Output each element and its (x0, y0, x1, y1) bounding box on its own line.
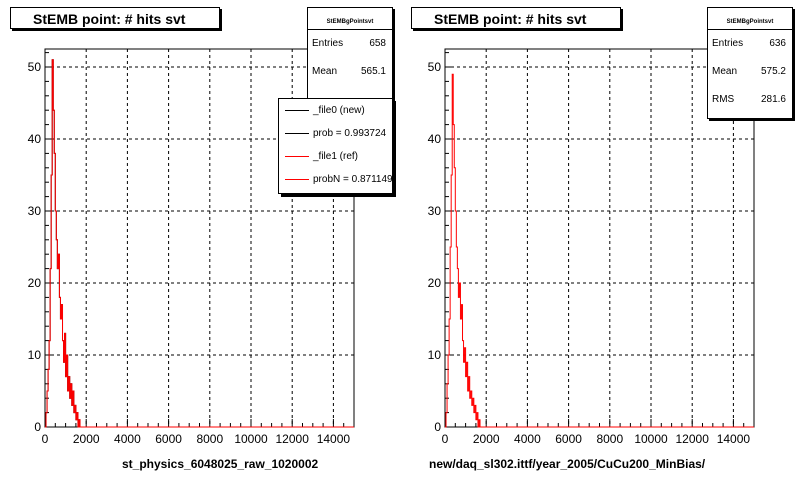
legend-swatch (285, 179, 309, 180)
x-tick-label: 8000 (596, 432, 623, 446)
y-tick-label: 40 (28, 132, 42, 146)
y-tick-label: 0 (34, 420, 41, 434)
right-stats-name: StEMBgPointsvt (708, 8, 792, 30)
left-stats-mean: Mean 565.1 (312, 66, 386, 77)
x-tick-label: 4000 (514, 432, 541, 446)
x-tick-label: 8000 (196, 432, 223, 446)
x-tick-label: 2000 (73, 432, 100, 446)
legend-item-file0: _file0 (new) (279, 99, 392, 122)
x-tick-label: 6000 (155, 432, 182, 446)
y-tick-label: 30 (428, 204, 442, 218)
histogram-series--file1-ref- (45, 59, 82, 428)
left-stats-box: StEMBgPointsvt Entries 658 Mean 565.1 (307, 7, 393, 113)
x-tick-label: 14000 (317, 432, 351, 446)
legend-item-prob: prob = 0.993724 (279, 122, 392, 145)
right-stats-rms: RMS 281.6 (712, 94, 786, 105)
left-stats-name: StEMBgPointsvt (308, 8, 392, 30)
x-tick-label: 14000 (717, 432, 751, 446)
y-tick-label: 40 (428, 132, 442, 146)
legend-swatch (285, 133, 309, 134)
x-tick-label: 0 (442, 432, 449, 446)
legend-item-probn: probN = 0.871149 (279, 168, 392, 191)
right-stats-entries: Entries 636 (712, 38, 786, 49)
legend-item-file1: _file1 (ref) (279, 145, 392, 168)
right-stats-mean: Mean 575.2 (712, 66, 786, 77)
histogram-series-ref (445, 73, 482, 428)
x-tick-label: 10000 (234, 432, 268, 446)
histogram-series--file0-new- (45, 59, 82, 428)
x-tick-label: 2000 (473, 432, 500, 446)
x-tick-label: 12000 (676, 432, 710, 446)
x-tick-label: 10000 (634, 432, 668, 446)
y-tick-label: 50 (28, 60, 42, 74)
y-tick-label: 20 (28, 276, 42, 290)
x-tick-label: 0 (42, 432, 49, 446)
y-tick-label: 0 (434, 420, 441, 434)
x-tick-label: 12000 (276, 432, 310, 446)
y-tick-label: 10 (28, 348, 42, 362)
left-legend: _file0 (new) prob = 0.993724 _file1 (ref… (278, 98, 393, 194)
left-x-axis-title: st_physics_6048025_raw_1020002 (122, 457, 319, 471)
right-stats-box: StEMBgPointsvt Entries 636 Mean 575.2 RM… (707, 7, 793, 119)
left-plot-title: StEMB point: # hits svt (10, 7, 220, 29)
right-plot-title: StEMB point: # hits svt (411, 7, 621, 29)
y-tick-label: 20 (428, 276, 442, 290)
legend-swatch (285, 110, 309, 111)
x-tick-label: 6000 (555, 432, 582, 446)
x-tick-label: 4000 (114, 432, 141, 446)
y-tick-label: 30 (28, 204, 42, 218)
y-tick-label: 50 (428, 60, 442, 74)
left-stats-entries: Entries 658 (312, 38, 386, 49)
right-x-axis-title: new/daq_sl302.ittf/year_2005/CuCu200_Min… (429, 457, 706, 471)
legend-swatch (285, 156, 309, 157)
y-tick-label: 10 (428, 348, 442, 362)
